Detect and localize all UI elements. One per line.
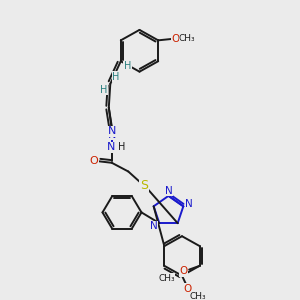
Text: N: N bbox=[150, 221, 158, 231]
Text: N: N bbox=[185, 199, 193, 209]
Text: S: S bbox=[140, 179, 148, 192]
Text: N: N bbox=[108, 127, 117, 136]
Text: O: O bbox=[180, 266, 188, 276]
Text: N: N bbox=[108, 130, 116, 140]
Text: H: H bbox=[112, 72, 119, 82]
Text: H: H bbox=[100, 85, 107, 95]
Text: CH₃: CH₃ bbox=[158, 274, 175, 283]
Text: H: H bbox=[118, 142, 125, 152]
Text: CH₃: CH₃ bbox=[179, 34, 196, 43]
Text: N: N bbox=[107, 142, 116, 152]
Text: O: O bbox=[183, 284, 191, 294]
Text: N: N bbox=[165, 186, 173, 196]
Text: O: O bbox=[89, 156, 98, 166]
Text: H: H bbox=[124, 61, 131, 71]
Text: O: O bbox=[172, 34, 180, 44]
Text: CH₃: CH₃ bbox=[190, 292, 206, 300]
